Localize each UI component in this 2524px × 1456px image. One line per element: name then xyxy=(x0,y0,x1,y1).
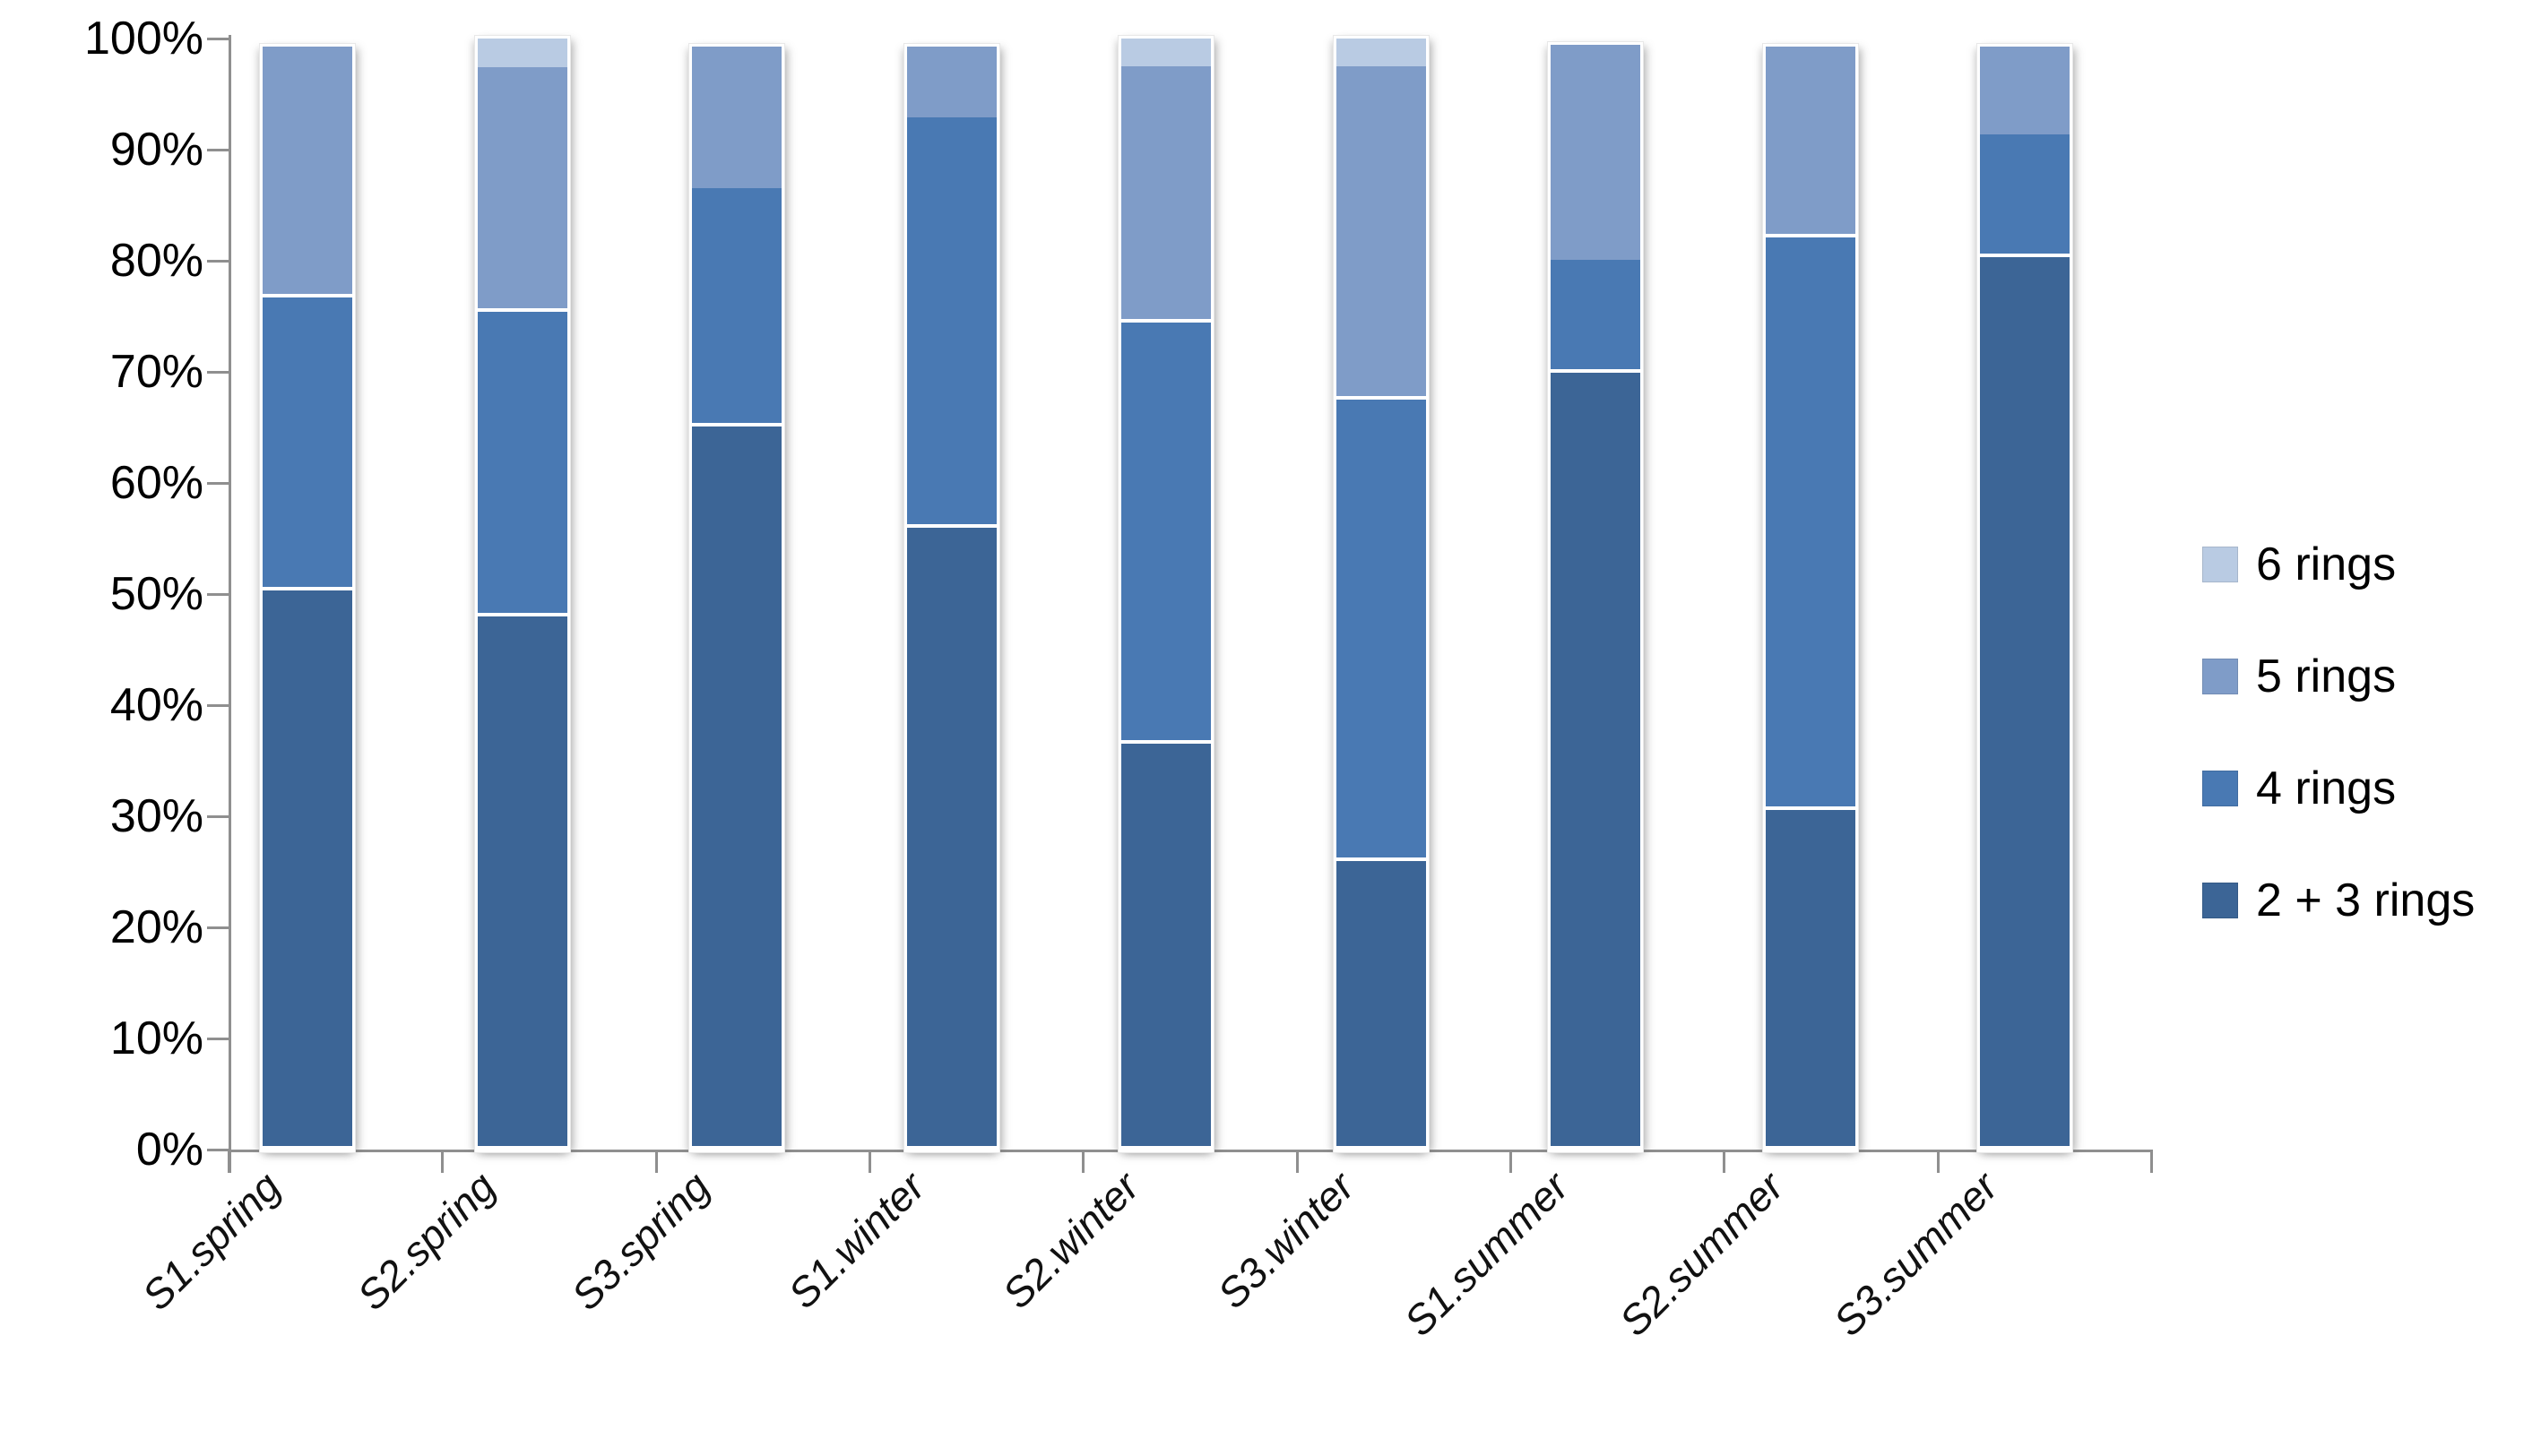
bar-S1.winter[interactable] xyxy=(906,46,997,1150)
segment-5-rings[interactable] xyxy=(906,46,997,118)
x-category-label: S3.winter xyxy=(1207,1162,1363,1318)
segment-2-+-3-rings[interactable] xyxy=(692,426,782,1150)
y-tick-label: 30% xyxy=(109,790,203,842)
y-tick-label: 80% xyxy=(109,235,203,287)
y-tick-label: 40% xyxy=(109,679,203,731)
x-category-label: S1.winter xyxy=(778,1162,934,1318)
legend-label: 5 rings xyxy=(2256,650,2397,702)
x-category-label: S2.spring xyxy=(347,1162,505,1320)
x-tick-mark xyxy=(228,1150,230,1173)
segment-2-+-3-rings[interactable] xyxy=(1765,809,1855,1150)
x-tick-mark xyxy=(654,1150,658,1173)
segment-2-+-3-rings[interactable] xyxy=(477,616,567,1150)
y-tick-mark xyxy=(207,1149,229,1151)
x-tick-mark xyxy=(1936,1150,1940,1173)
legend-item-5-rings[interactable]: 5 rings xyxy=(2202,653,2396,700)
segment-5-rings[interactable] xyxy=(477,67,567,313)
y-tick-mark xyxy=(207,38,229,40)
bar-S2.winter[interactable] xyxy=(1121,39,1211,1150)
bar-S1.spring[interactable] xyxy=(263,46,352,1150)
segment-4-rings[interactable] xyxy=(906,117,997,528)
y-tick-mark xyxy=(207,926,229,929)
segment-4-rings[interactable] xyxy=(263,297,352,591)
y-tick-label: 70% xyxy=(109,346,203,398)
segment-5-rings[interactable] xyxy=(1121,66,1211,323)
segment-4-rings[interactable] xyxy=(1980,134,2070,258)
segment-4-rings[interactable] xyxy=(1765,237,1855,810)
bar-S2.summer[interactable] xyxy=(1765,46,1855,1150)
x-axis-line xyxy=(229,1150,2151,1152)
x-tick-mark xyxy=(1509,1150,1512,1173)
segment-6-rings[interactable] xyxy=(477,39,567,68)
legend-swatch-icon xyxy=(2202,547,2238,582)
segment-2-+-3-rings[interactable] xyxy=(1335,860,1426,1150)
segment-2-+-3-rings[interactable] xyxy=(263,590,352,1150)
legend-swatch-icon xyxy=(2202,883,2238,918)
bar-S3.summer[interactable] xyxy=(1980,46,2070,1150)
segment-2-+-3-rings[interactable] xyxy=(1980,257,2070,1150)
y-tick-mark xyxy=(207,260,229,263)
x-category-label: S1.spring xyxy=(133,1162,290,1320)
x-tick-mark xyxy=(869,1150,871,1173)
segment-5-rings[interactable] xyxy=(263,46,352,297)
x-tick-mark xyxy=(1723,1150,1726,1173)
y-tick-label: 10% xyxy=(109,1012,203,1064)
x-tick-mark xyxy=(2150,1150,2153,1173)
bar-S2.spring[interactable] xyxy=(477,39,567,1150)
legend-item-4-rings[interactable]: 4 rings xyxy=(2202,765,2396,812)
bar-S1.summer[interactable] xyxy=(1551,45,1640,1150)
segment-5-rings[interactable] xyxy=(692,46,782,189)
segment-4-rings[interactable] xyxy=(1551,259,1640,374)
legend-swatch-icon xyxy=(2202,659,2238,694)
segment-5-rings[interactable] xyxy=(1551,45,1640,260)
x-category-label: S3.summer xyxy=(1824,1162,2007,1345)
segment-5-rings[interactable] xyxy=(1765,46,1855,237)
y-tick-mark xyxy=(207,704,229,707)
y-tick-label: 20% xyxy=(109,901,203,953)
legend-label: 4 rings xyxy=(2256,762,2397,814)
y-tick-mark xyxy=(207,815,229,818)
legend-label: 2 + 3 rings xyxy=(2256,874,2476,926)
y-tick-label: 90% xyxy=(109,124,203,176)
segment-2-+-3-rings[interactable] xyxy=(906,527,997,1150)
y-tick-label: 0% xyxy=(135,1124,203,1176)
segment-4-rings[interactable] xyxy=(1121,323,1211,745)
segment-2-+-3-rings[interactable] xyxy=(1551,373,1640,1150)
x-tick-mark xyxy=(441,1150,445,1173)
x-category-label: S2.summer xyxy=(1610,1162,1793,1345)
y-tick-mark xyxy=(207,593,229,596)
segment-4-rings[interactable] xyxy=(692,188,782,426)
y-tick-label: 60% xyxy=(109,457,203,509)
segment-4-rings[interactable] xyxy=(1335,400,1426,861)
legend-item-6-rings[interactable]: 6 rings xyxy=(2202,541,2396,588)
segment-6-rings[interactable] xyxy=(1121,39,1211,66)
segment-5-rings[interactable] xyxy=(1335,66,1426,400)
x-category-label: S3.spring xyxy=(562,1162,719,1320)
y-tick-label: 100% xyxy=(84,13,203,65)
y-tick-mark xyxy=(207,371,229,374)
bar-S3.winter[interactable] xyxy=(1335,39,1426,1150)
x-category-label: S1.summer xyxy=(1395,1162,1578,1345)
y-tick-label: 50% xyxy=(109,568,203,620)
y-tick-mark xyxy=(207,482,229,485)
y-tick-mark xyxy=(207,149,229,151)
y-tick-mark xyxy=(207,1038,229,1040)
x-tick-mark xyxy=(1082,1150,1085,1173)
segment-2-+-3-rings[interactable] xyxy=(1121,744,1211,1150)
legend-label: 6 rings xyxy=(2256,538,2397,590)
bar-S3.spring[interactable] xyxy=(692,46,782,1150)
legend-item-2-+-3-rings[interactable]: 2 + 3 rings xyxy=(2202,877,2475,924)
y-axis-line xyxy=(229,35,231,1173)
segment-6-rings[interactable] xyxy=(1335,39,1426,66)
x-category-label: S2.winter xyxy=(993,1162,1148,1318)
segment-4-rings[interactable] xyxy=(477,312,567,616)
x-tick-mark xyxy=(1295,1150,1299,1173)
segment-5-rings[interactable] xyxy=(1980,46,2070,134)
legend-swatch-icon xyxy=(2202,771,2238,806)
